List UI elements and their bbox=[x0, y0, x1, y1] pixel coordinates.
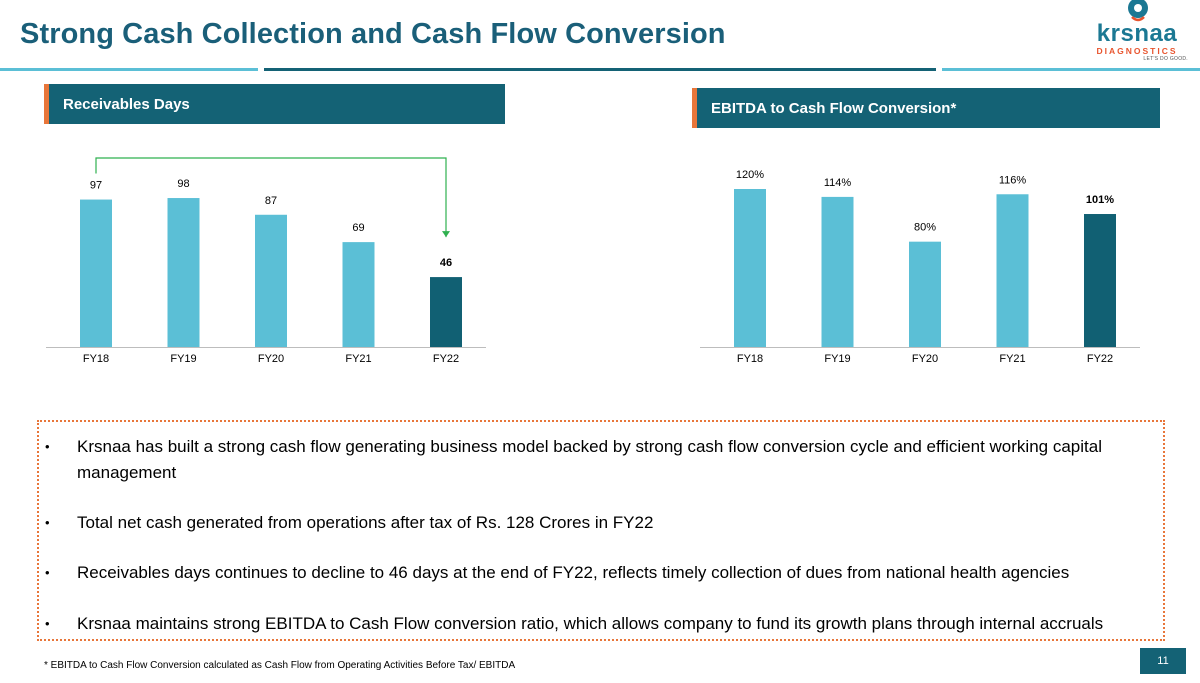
krsnaa-logo: krsnaa DIAGNOSTICS LET'S DO GOOD. bbox=[1082, 0, 1194, 66]
category-label: FY19 bbox=[170, 353, 196, 365]
bullet-item: • Krsnaa has built a strong cash flow ge… bbox=[39, 434, 1139, 486]
title-rule-middle bbox=[264, 68, 936, 71]
bar-fy22 bbox=[430, 277, 462, 347]
bar-fy20 bbox=[255, 214, 287, 347]
data-label: 120% bbox=[736, 169, 764, 181]
title-rule-right bbox=[942, 68, 1200, 71]
bar-fy20 bbox=[909, 241, 941, 347]
category-label: FY21 bbox=[999, 353, 1025, 365]
bar-fy18 bbox=[734, 189, 766, 347]
arrow-head-icon bbox=[442, 231, 450, 238]
bullet-item: • Krsnaa maintains strong EBITDA to Cash… bbox=[39, 611, 1139, 637]
logo-pin-icon bbox=[1128, 0, 1148, 22]
slide-title: Strong Cash Collection and Cash Flow Con… bbox=[20, 18, 726, 50]
bar-fy18 bbox=[80, 199, 112, 347]
category-label: FY20 bbox=[912, 353, 938, 365]
header-accent-bar bbox=[692, 88, 697, 128]
category-label: FY21 bbox=[345, 353, 371, 365]
data-label: 101% bbox=[1086, 194, 1114, 206]
data-label: 114% bbox=[824, 177, 852, 189]
data-label: 46 bbox=[440, 257, 452, 269]
data-label: 69 bbox=[352, 222, 364, 234]
data-label: 80% bbox=[914, 222, 936, 234]
bullet-dot: • bbox=[45, 565, 50, 580]
bullet-dot: • bbox=[45, 616, 50, 631]
category-label: FY20 bbox=[258, 353, 284, 365]
logo-subtext: DIAGNOSTICS bbox=[1096, 46, 1178, 56]
bullet-dot: • bbox=[45, 439, 50, 454]
bullet-dot: • bbox=[45, 515, 50, 530]
bullet-item: • Receivables days continues to decline … bbox=[39, 560, 1139, 586]
category-label: FY18 bbox=[83, 353, 109, 365]
bullet-item: • Total net cash generated from operatio… bbox=[39, 510, 1139, 536]
category-label: FY18 bbox=[737, 353, 763, 365]
footnote: * EBITDA to Cash Flow Conversion calcula… bbox=[44, 660, 516, 671]
key-points-box: • Krsnaa has built a strong cash flow ge… bbox=[37, 420, 1165, 641]
receivables-days-chart: 97 FY18 98 FY19 87 FY20 69 FY21 46 FY22 bbox=[46, 157, 486, 365]
logo-wordmark: krsnaa bbox=[1096, 20, 1178, 47]
data-label: 97 bbox=[90, 180, 102, 192]
header-accent-bar bbox=[44, 84, 49, 124]
category-label: FY22 bbox=[433, 353, 459, 365]
ebitda-panel-header: EBITDA to Cash Flow Conversion* bbox=[692, 88, 1160, 128]
data-label: 87 bbox=[265, 195, 277, 207]
ebitda-conversion-chart: 120% FY18 114% FY19 80% FY20 116% FY21 101% FY22 bbox=[700, 169, 1140, 365]
bullet-text: Total net cash generated from operations… bbox=[77, 513, 654, 532]
data-label: 116% bbox=[999, 174, 1027, 186]
title-rule-left bbox=[0, 68, 258, 71]
ebitda-title: EBITDA to Cash Flow Conversion* bbox=[711, 99, 957, 117]
receivables-panel-header: Receivables Days bbox=[44, 84, 505, 124]
bar-fy19 bbox=[167, 198, 200, 347]
bar-fy21 bbox=[342, 242, 375, 347]
bullet-text: Krsnaa has built a strong cash flow gene… bbox=[77, 437, 1102, 482]
bullet-text: Receivables days continues to decline to… bbox=[77, 563, 1070, 582]
decline-arrow-line bbox=[95, 157, 447, 238]
receivables-title: Receivables Days bbox=[63, 95, 190, 113]
bar-fy22 bbox=[1084, 214, 1116, 347]
bar-fy19 bbox=[821, 196, 854, 347]
logo-tagline: LET'S DO GOOD. bbox=[1143, 56, 1188, 62]
category-label: FY22 bbox=[1087, 353, 1113, 365]
data-label: 98 bbox=[177, 178, 189, 190]
bar-fy21 bbox=[996, 194, 1029, 347]
bullet-text: Krsnaa maintains strong EBITDA to Cash F… bbox=[77, 614, 1104, 633]
category-label: FY19 bbox=[824, 353, 850, 365]
page-number: 11 bbox=[1140, 648, 1186, 674]
